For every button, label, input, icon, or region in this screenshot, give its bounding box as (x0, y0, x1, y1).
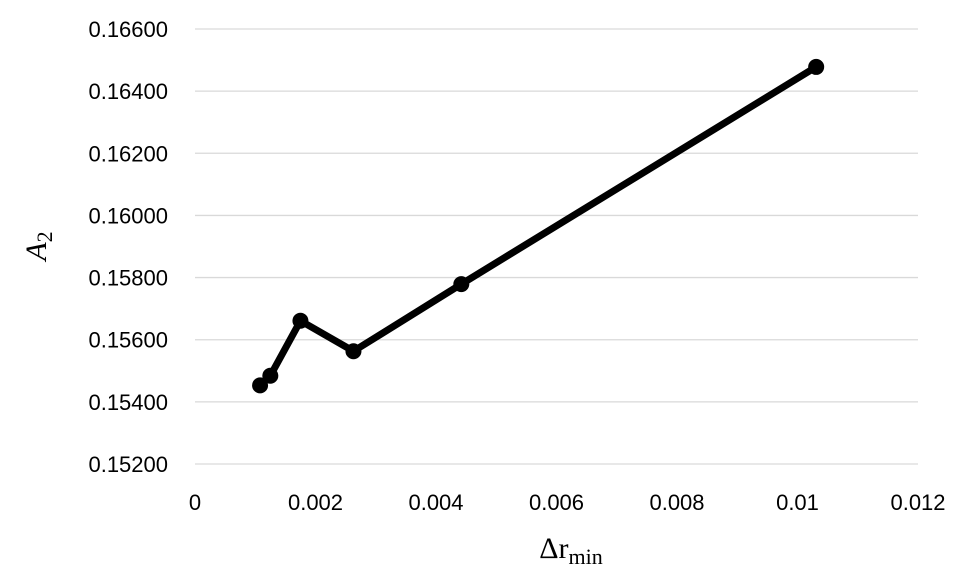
data-point-0-3 (345, 343, 362, 360)
series-group (252, 58, 825, 394)
x-tick-label-1: 0.002 (288, 490, 343, 515)
y-axis-title: A2 (20, 231, 57, 262)
y-tick-label-4: 0.16000 (88, 203, 168, 228)
data-point-0-4 (453, 276, 470, 293)
x-tick-label-6: 0.012 (890, 490, 945, 515)
x-tick-label-0: 0 (189, 490, 201, 515)
x-tick-label-4: 0.008 (649, 490, 704, 515)
y-tick-label-6: 0.16400 (88, 79, 168, 104)
x-axis-tick-labels: 0 0.002 0.004 0.006 0.008 0.01 0.012 (189, 490, 946, 515)
y-tick-label-1: 0.15400 (88, 390, 168, 415)
x-axis-title-main: Δr (539, 532, 568, 565)
y-tick-label-0: 0.15200 (88, 452, 168, 477)
x-tick-label-5: 0.01 (776, 490, 819, 515)
y-tick-label-7: 0.16600 (88, 17, 168, 42)
data-point-0-1 (262, 367, 279, 384)
y-axis-title-main: A (20, 242, 53, 263)
x-tick-label-3: 0.006 (529, 490, 584, 515)
x-axis-title-subscript: min (569, 544, 603, 569)
x-axis-title: Δrmin (539, 532, 603, 569)
series-line-0 (256, 63, 820, 389)
y-axis-tick-labels: 0.15200 0.15400 0.15600 0.15800 0.16000 0.162… (88, 17, 168, 477)
data-point-0-2 (292, 312, 309, 329)
y-tick-label-2: 0.15600 (88, 328, 168, 353)
gridlines (195, 28, 918, 465)
x-tick-label-2: 0.004 (408, 490, 463, 515)
data-point-0-0 (252, 377, 269, 394)
y-tick-label-3: 0.15800 (88, 266, 168, 291)
data-point-0-5 (808, 58, 825, 75)
y-tick-label-5: 0.16200 (88, 141, 168, 166)
y-axis-title-subscript: 2 (32, 231, 57, 242)
